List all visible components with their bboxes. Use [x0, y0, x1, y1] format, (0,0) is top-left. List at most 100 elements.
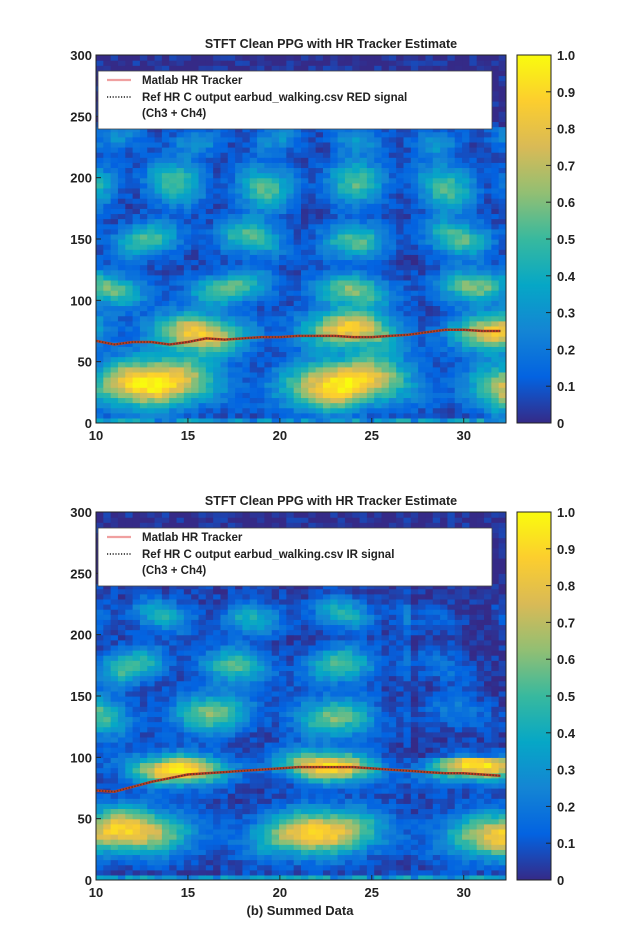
heatmap-cell: [198, 208, 207, 215]
heatmap-cell: [220, 305, 229, 312]
heatmap-cell: [235, 55, 244, 61]
heatmap-cell: [491, 331, 500, 337]
heatmap-cell: [125, 325, 134, 332]
heatmap-cell: [132, 685, 141, 692]
heatmap-cell: [308, 157, 317, 163]
heatmap-cell: [425, 249, 434, 255]
heatmap-cell: [469, 356, 478, 363]
heatmap-cell: [147, 177, 156, 184]
heatmap-cell: [213, 126, 222, 133]
heatmap-cell: [154, 331, 163, 337]
heatmap-cell: [103, 660, 112, 666]
heatmap-cell: [484, 147, 492, 153]
heatmap-cell: [476, 228, 485, 235]
heatmap-cell: [484, 407, 492, 414]
heatmap-cell: [286, 417, 295, 423]
heatmap-cell: [205, 65, 214, 71]
heatmap-cell: [308, 417, 317, 423]
heatmap-cell: [352, 377, 361, 383]
heatmap-cell: [154, 849, 163, 856]
heatmap-cell: [293, 60, 302, 66]
heatmap-cell: [476, 315, 485, 322]
heatmap-cell: [103, 274, 112, 281]
heatmap-cell: [132, 172, 141, 179]
heatmap-cell: [403, 208, 412, 215]
heatmap-cell: [381, 274, 390, 281]
heatmap-cell: [484, 341, 492, 347]
heatmap-cell: [96, 864, 104, 871]
heatmap-cell: [242, 320, 251, 327]
heatmap-cell: [169, 218, 178, 225]
heatmap-cell: [147, 772, 156, 779]
heatmap-cell: [198, 392, 207, 399]
heatmap-cell: [132, 762, 141, 769]
heatmap-cell: [96, 331, 104, 337]
heatmap-cell: [381, 315, 390, 322]
heatmap-cell: [103, 60, 112, 66]
heatmap-cell: [176, 218, 185, 225]
heatmap-cell: [396, 397, 405, 404]
heatmap-cell: [425, 417, 434, 423]
heatmap-cell: [374, 193, 383, 199]
heatmap-cell: [418, 300, 427, 307]
heatmap-cell: [352, 244, 361, 250]
heatmap-cell: [396, 310, 405, 317]
heatmap-cell: [447, 187, 456, 194]
heatmap-cell: [293, 269, 302, 276]
heatmap-cell: [154, 788, 163, 794]
heatmap-cell: [432, 356, 441, 363]
heatmap-cell: [337, 351, 346, 358]
heatmap-cell: [418, 387, 427, 393]
heatmap-cell: [293, 351, 302, 358]
heatmap-cell: [96, 604, 104, 610]
heatmap-cell: [191, 65, 200, 71]
heatmap-cell: [125, 604, 134, 610]
heatmap-cell: [176, 588, 185, 595]
heatmap-cell: [454, 279, 463, 286]
heatmap-cell: [139, 629, 148, 636]
heatmap-cell: [161, 279, 170, 286]
heatmap-cell: [432, 269, 441, 276]
heatmap-cell: [381, 218, 390, 225]
heatmap-cell: [491, 310, 500, 317]
heatmap-cell: [498, 80, 506, 87]
heatmap-cell: [396, 290, 405, 296]
heatmap-cell: [169, 279, 178, 286]
heatmap-cell: [315, 407, 324, 414]
heatmap-cell: [110, 55, 119, 61]
heatmap-cell: [103, 187, 112, 194]
heatmap-cell: [110, 634, 119, 641]
heatmap-cell: [498, 228, 506, 235]
heatmap-cell: [447, 239, 456, 245]
heatmap-cell: [198, 279, 207, 286]
heatmap-cell: [110, 387, 119, 393]
heatmap-cell: [337, 366, 346, 373]
heatmap-cell: [154, 634, 163, 641]
heatmap-cell: [110, 259, 119, 266]
heatmap-cell: [308, 412, 317, 419]
heatmap-cell: [154, 239, 163, 245]
heatmap-cell: [235, 371, 244, 378]
heatmap-cell: [344, 254, 353, 261]
heatmap-cell: [454, 371, 463, 378]
heatmap-cell: [484, 346, 492, 353]
heatmap-cell: [183, 203, 192, 209]
heatmap-cell: [147, 305, 156, 312]
heatmap-cell: [388, 366, 397, 373]
heatmap-cell: [462, 310, 470, 317]
heatmap-cell: [330, 366, 339, 373]
heatmap-cell: [161, 844, 170, 850]
heatmap-cell: [425, 157, 434, 163]
heatmap-cell: [315, 300, 324, 307]
heatmap-cell: [264, 213, 273, 220]
heatmap-cell: [330, 223, 339, 230]
heatmap-cell: [125, 361, 134, 368]
heatmap-cell: [183, 361, 192, 368]
heatmap-cell: [469, 315, 478, 322]
heatmap-cell: [476, 361, 485, 368]
heatmap-cell: [205, 279, 214, 286]
heatmap-cell: [139, 624, 148, 631]
heatmap-cell: [271, 417, 280, 423]
heatmap-cell: [169, 854, 178, 861]
heatmap-cell: [484, 55, 492, 61]
